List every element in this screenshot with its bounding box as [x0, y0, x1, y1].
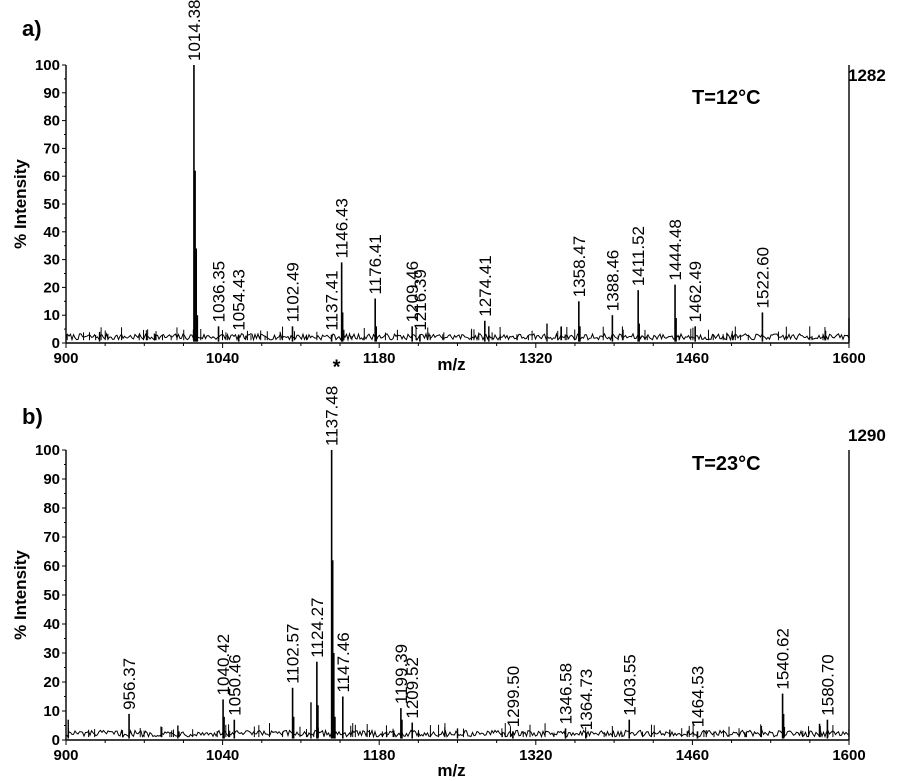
peak-label: 1146.43	[333, 198, 352, 258]
x-axis-title: m/z	[437, 761, 465, 780]
x-tick-label: 1600	[832, 350, 865, 367]
peak-label: 1580.70	[818, 654, 837, 715]
peak-label: 1274.41	[476, 255, 495, 316]
x-axis-title: m/z	[437, 355, 465, 374]
peak-label: 1444.48	[666, 219, 685, 280]
peak-label: 1176.41	[366, 234, 385, 294]
x-tick-label: 1320	[519, 747, 552, 764]
y-tick-label: 0	[52, 335, 60, 352]
peak-label: 1540.62	[774, 628, 793, 689]
y-tick-label: 30	[43, 252, 60, 269]
peak-label: 1411.52	[629, 226, 648, 286]
y-tick-label: 90	[43, 85, 60, 102]
x-tick-label: 1460	[676, 350, 709, 367]
peak-label: 1299.50	[504, 666, 523, 727]
peak-label: 1036.35	[210, 261, 229, 322]
panel-label: b)	[22, 404, 43, 429]
y-tick-label: 40	[43, 616, 60, 633]
y-tick-label: 0	[52, 732, 60, 749]
x-tick-label: 1320	[519, 350, 552, 367]
temperature-label: T=23°C	[692, 453, 761, 475]
peak-label: 1388.46	[603, 250, 622, 311]
y-tick-label: 10	[43, 307, 60, 324]
peak-label: 1358.47	[570, 236, 589, 297]
x-tick-label: 1040	[206, 350, 239, 367]
peak-label: 1054.43	[230, 269, 249, 330]
y-tick-label: 80	[43, 500, 60, 517]
panel-label: a)	[22, 16, 42, 41]
peak-label: 1137.41	[323, 270, 342, 330]
y-tick-label: 70	[43, 529, 60, 546]
x-tick-label: 900	[53, 350, 78, 367]
y-axis-title: % Intensity	[11, 159, 30, 249]
y-tick-label: 20	[43, 279, 60, 296]
peak-label: 1124.27	[308, 597, 327, 657]
y-tick-label: 100	[35, 442, 60, 459]
peak-label: 1346.58	[557, 663, 576, 724]
x-tick-label: 1180	[363, 350, 396, 367]
max-intensity-label: 1282	[848, 66, 886, 85]
peak-label: 1137.48	[323, 386, 342, 446]
peak-label: 1209.52	[403, 657, 422, 718]
peak-label: 1216.39	[411, 269, 430, 330]
peak-label: 1403.55	[620, 654, 639, 715]
peak-label: 1462.49	[686, 261, 705, 322]
y-tick-label: 20	[43, 674, 60, 691]
y-tick-label: 40	[43, 224, 60, 241]
y-tick-label: 90	[43, 471, 60, 488]
spectrum-panel-a: 1014.38 1036.35 1054.43 1102.49 1137.41 1146.…	[11, 0, 886, 374]
y-axis-title: % Intensity	[11, 550, 30, 640]
x-tick-label: 1040	[206, 747, 239, 764]
y-tick-label: 30	[43, 645, 60, 662]
peak-label: 1014.38	[185, 0, 204, 61]
peak-label: 1364.73	[577, 669, 596, 730]
temperature-label: T=12°C	[692, 87, 761, 109]
peak-label: 956.37	[120, 658, 139, 710]
peak-label: 1102.57	[284, 624, 303, 684]
x-tick-label: 1460	[676, 747, 709, 764]
peak-label: 1522.60	[753, 247, 772, 308]
y-tick-label: 50	[43, 196, 60, 213]
peak-label: 1464.53	[688, 666, 707, 727]
peak-label: 1040.42	[214, 634, 233, 695]
x-tick-label: 900	[53, 747, 78, 764]
y-tick-label: 50	[43, 587, 60, 604]
peak-label: 1050.46	[225, 654, 244, 715]
y-tick-label: 70	[43, 140, 60, 157]
x-tick-label: 1600	[832, 747, 865, 764]
peak-label: 1147.46	[334, 632, 353, 692]
y-tick-label: 60	[43, 168, 60, 185]
x-tick-label: 1180	[363, 747, 396, 764]
peak-label: 1209.46	[403, 261, 422, 322]
y-tick-label: 60	[43, 558, 60, 575]
peak-annotation-star: *	[333, 357, 341, 379]
y-tick-label: 10	[43, 703, 60, 720]
y-tick-label: 100	[35, 57, 60, 74]
peak-label: 1199.39	[392, 644, 411, 704]
max-intensity-label: 1290	[848, 426, 886, 445]
y-tick-label: 80	[43, 113, 60, 130]
peak-label: 1102.49	[283, 262, 302, 322]
